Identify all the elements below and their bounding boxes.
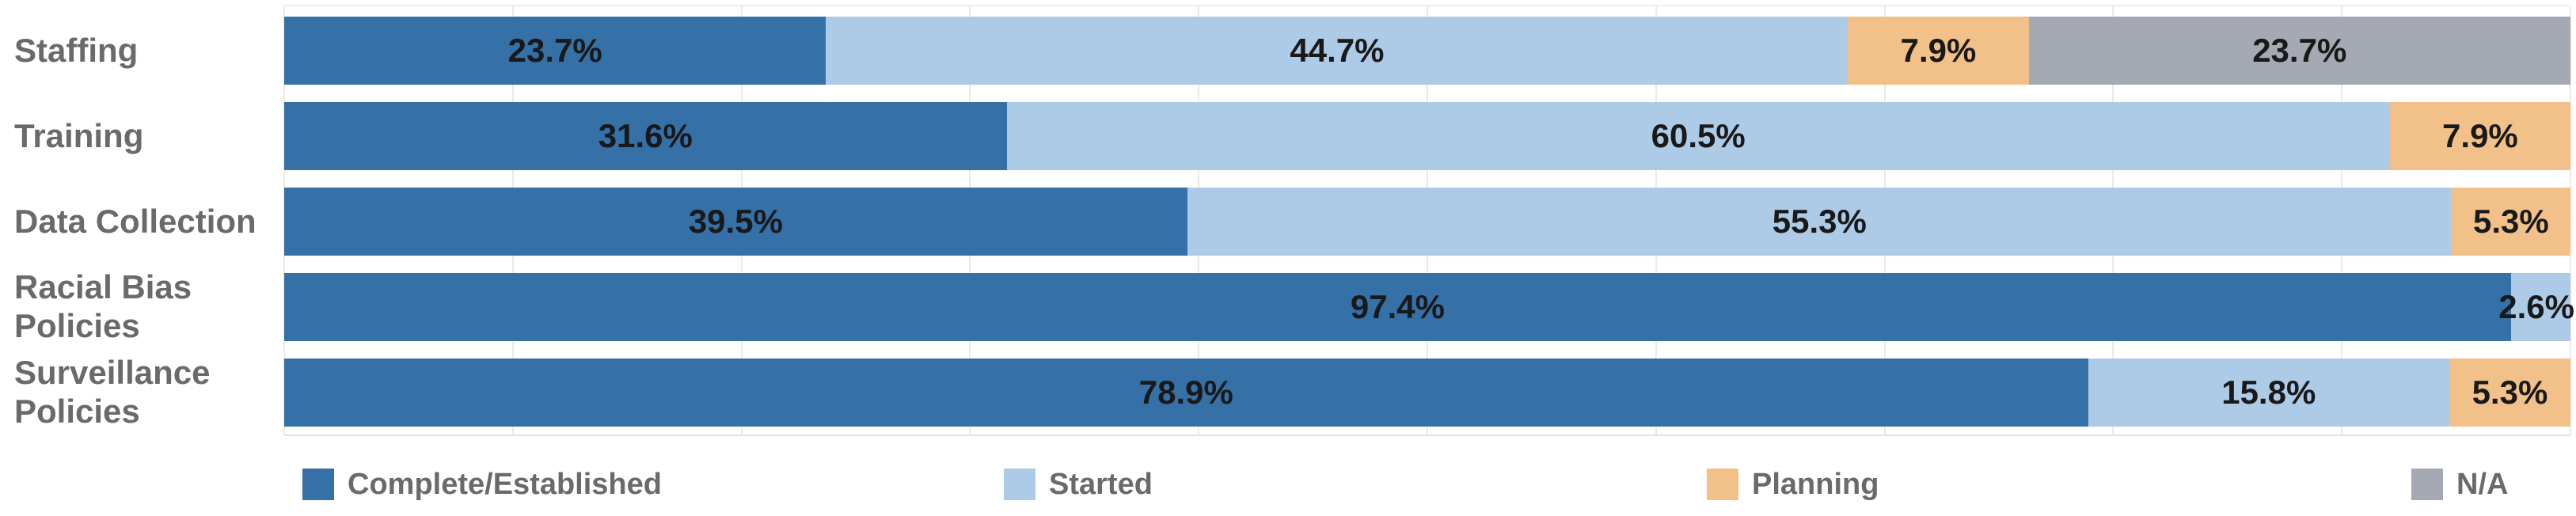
value-label: 31.6% bbox=[598, 117, 693, 154]
category-label-racial-bias-policies: Racial Bias Policies bbox=[14, 268, 192, 344]
value-label: 5.3% bbox=[2472, 374, 2548, 411]
category-label-training: Training bbox=[14, 116, 144, 154]
legend-swatch bbox=[302, 469, 334, 500]
legend-label: Complete/Established bbox=[348, 467, 662, 501]
bar-row-training: 31.6% 60.5% 7.9% bbox=[284, 102, 2570, 170]
value-label: 60.5% bbox=[1651, 117, 1746, 154]
value-label: 7.9% bbox=[1900, 32, 1977, 69]
value-label: 15.8% bbox=[2221, 374, 2316, 411]
bar-segment-started: 44.7% bbox=[826, 17, 1848, 85]
legend-item-planning: Planning bbox=[1707, 467, 1879, 501]
category-label-data-collection: Data Collection bbox=[14, 202, 256, 240]
plot-area: 23.7% 44.7% 7.9% 23.7% 31.6% 60.5% 7.9% 39.5% 55… bbox=[283, 5, 2574, 436]
bar-segment-planning: 5.3% bbox=[2451, 188, 2570, 256]
value-label: 23.7% bbox=[507, 32, 602, 69]
bar-segment-planning: 7.9% bbox=[2389, 102, 2570, 170]
value-label: 55.3% bbox=[1772, 203, 1867, 240]
bar-segment-started: 60.5% bbox=[1006, 102, 2390, 170]
legend-label: N/A bbox=[2456, 467, 2509, 501]
bar-segment-complete-established: 23.7% bbox=[284, 17, 826, 85]
bar-row-data-collection: 39.5% 55.3% 5.3% bbox=[284, 188, 2570, 256]
value-label: 78.9% bbox=[1138, 374, 1233, 411]
legend-item-n-a: N/A bbox=[2411, 467, 2509, 501]
bar-row-surveillance-policies: 78.9% 15.8% 5.3% bbox=[284, 359, 2570, 427]
gridline-100 bbox=[2570, 6, 2571, 434]
bar-segment-complete-established: 97.4% bbox=[284, 273, 2511, 341]
legend-swatch bbox=[1004, 469, 1035, 500]
legend-item-complete-established: Complete/Established bbox=[302, 467, 662, 501]
value-label: 44.7% bbox=[1290, 32, 1385, 69]
value-label: 2.6% bbox=[2498, 288, 2574, 325]
value-label: 7.9% bbox=[2442, 117, 2518, 154]
value-label: 23.7% bbox=[2252, 32, 2347, 69]
bar-row-staffing: 23.7% 44.7% 7.9% 23.7% bbox=[284, 17, 2570, 85]
legend-swatch bbox=[1707, 469, 1738, 500]
legend-label: Planning bbox=[1752, 467, 1879, 501]
bar-segment-n-a: 23.7% bbox=[2028, 17, 2570, 85]
value-label: 5.3% bbox=[2473, 203, 2549, 240]
bar-segment-started: 15.8% bbox=[2088, 359, 2449, 427]
legend-swatch bbox=[2411, 469, 2443, 500]
legend-item-started: Started bbox=[1004, 467, 1153, 501]
bar-segment-started: 55.3% bbox=[1187, 188, 2452, 256]
category-label-surveillance-policies: Surveillance Policies bbox=[14, 354, 211, 430]
bar-segment-complete-established: 31.6% bbox=[284, 102, 1007, 170]
legend-label: Started bbox=[1049, 467, 1153, 501]
bar-segment-complete-established: 39.5% bbox=[284, 188, 1187, 256]
bar-segment-started: 2.6% bbox=[2498, 273, 2574, 341]
category-label-staffing: Staffing bbox=[14, 31, 139, 69]
bar-row-racial-bias-policies: 97.4% 2.6% bbox=[284, 273, 2574, 341]
bar-segment-complete-established: 78.9% bbox=[284, 359, 2088, 427]
bar-segment-planning: 5.3% bbox=[2449, 359, 2570, 427]
value-label: 39.5% bbox=[688, 203, 783, 240]
value-label: 97.4% bbox=[1350, 288, 1445, 325]
bar-segment-planning: 7.9% bbox=[1848, 17, 2029, 85]
